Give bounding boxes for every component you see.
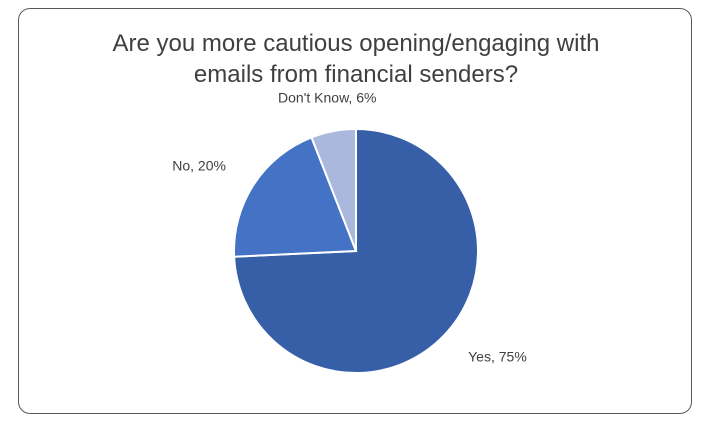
chart-card [18, 8, 692, 414]
data-label: Don't Know, 6% [278, 89, 376, 105]
chart-title: Are you more cautious opening/engaging w… [112, 30, 600, 88]
pie-slice [233, 136, 358, 258]
data-label: No, 20% [172, 157, 226, 173]
data-label: Yes, 75% [468, 349, 527, 365]
pie-slice [310, 127, 357, 252]
